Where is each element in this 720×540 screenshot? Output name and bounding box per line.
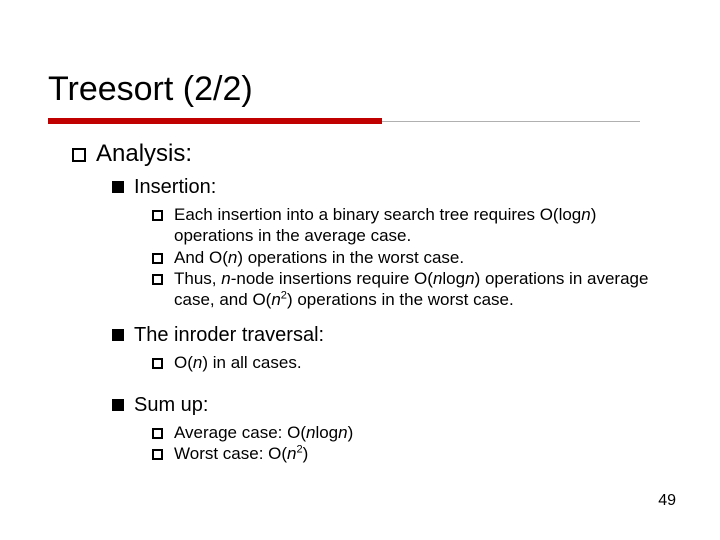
solid-square-icon — [112, 399, 124, 411]
bullet-traversal: The inroder traversal: — [112, 324, 324, 347]
page-number: 49 — [658, 492, 676, 510]
list-item: And O(n) operations in the worst case. — [152, 247, 672, 268]
traversal-points: O(n) in all cases. — [152, 352, 672, 373]
list-item: Thus, n-node insertions require O(nlogn)… — [152, 268, 672, 311]
hollow-square-icon — [152, 210, 163, 221]
solid-square-icon — [112, 181, 124, 193]
hollow-square-icon — [152, 358, 163, 369]
sumup-point-1: Average case: O(nlogn) — [174, 422, 672, 443]
traversal-label: The inroder traversal: — [134, 324, 324, 346]
list-item: Average case: O(nlogn) — [152, 422, 672, 443]
slide: Treesort (2/2) Analysis: Insertion: Each… — [0, 0, 720, 540]
list-item: Worst case: O(n2) — [152, 443, 672, 464]
insertion-point-2: And O(n) operations in the worst case. — [174, 247, 672, 268]
bullet-sumup: Sum up: — [112, 394, 208, 417]
slide-title: Treesort (2/2) — [48, 70, 253, 109]
hollow-square-icon — [152, 253, 163, 264]
insertion-point-1: Each insertion into a binary search tree… — [174, 204, 672, 247]
title-rule-thin — [382, 121, 640, 122]
hollow-square-icon — [152, 428, 163, 439]
sumup-point-2: Worst case: O(n2) — [174, 443, 672, 464]
list-item: O(n) in all cases. — [152, 352, 672, 373]
sumup-points: Average case: O(nlogn) Worst case: O(n2) — [152, 422, 672, 465]
bullet-analysis: Analysis: — [72, 140, 192, 168]
hollow-square-icon — [152, 449, 163, 460]
bullet-insertion: Insertion: — [112, 176, 216, 199]
list-item: Each insertion into a binary search tree… — [152, 204, 672, 247]
insertion-point-3: Thus, n-node insertions require O(nlogn)… — [174, 268, 672, 311]
sumup-label: Sum up: — [134, 394, 208, 416]
title-rule — [48, 118, 382, 124]
hollow-square-icon — [72, 148, 86, 162]
analysis-label: Analysis: — [96, 140, 192, 167]
insertion-points: Each insertion into a binary search tree… — [152, 204, 672, 310]
traversal-point-1: O(n) in all cases. — [174, 352, 672, 373]
solid-square-icon — [112, 329, 124, 341]
insertion-label: Insertion: — [134, 176, 216, 198]
hollow-square-icon — [152, 274, 163, 285]
